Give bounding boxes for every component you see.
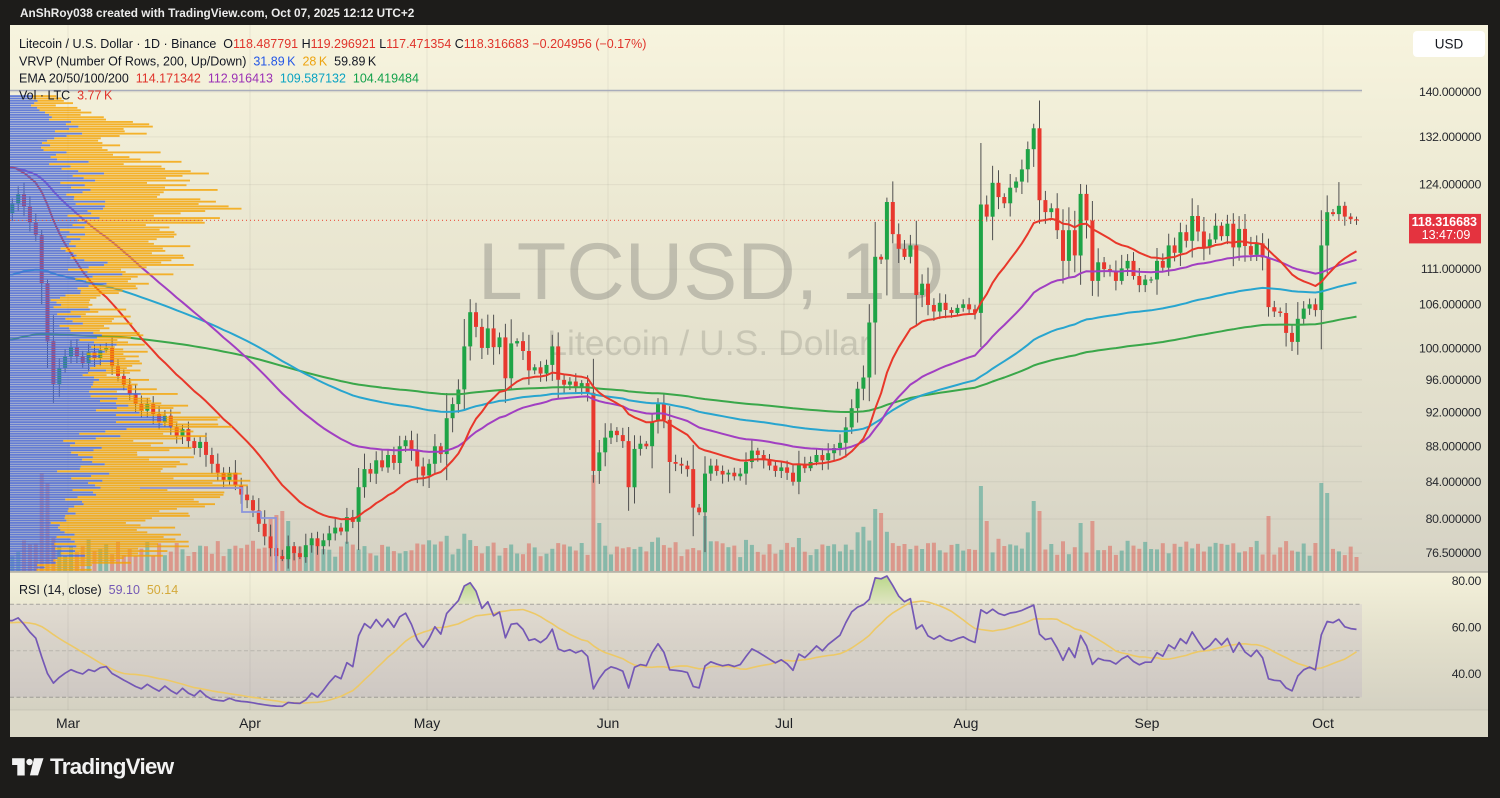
svg-text:92.000000: 92.000000 [1426,405,1482,419]
svg-text:Apr: Apr [239,715,261,731]
svg-text:76.500000: 76.500000 [1426,546,1482,560]
svg-text:140.000000: 140.000000 [1419,85,1481,99]
svg-text:96.000000: 96.000000 [1426,373,1482,387]
svg-text:Litecoin / U.S. Dollar · 1D ·: Litecoin / U.S. Dollar · 1D · Binance O1… [19,37,646,51]
svg-text:USD: USD [1435,37,1464,52]
svg-text:AnShRoy038 created with Tradin: AnShRoy038 created with TradingView.com,… [20,6,415,20]
svg-text:118.316683: 118.316683 [1412,215,1477,229]
svg-text:100.000000: 100.000000 [1419,342,1481,356]
svg-text:EMA 20/50/100/200 114.171342: EMA 20/50/100/200 114.171342 112.916413 … [19,72,419,86]
svg-text:VRVP (Number Of Rows, 200, Up/: VRVP (Number Of Rows, 200, Up/Down) 31.8… [19,55,377,69]
svg-text:124.000000: 124.000000 [1419,178,1481,192]
svg-text:RSI (14, close) 59.10 50.14: RSI (14, close) 59.10 50.14 [19,583,178,597]
svg-text:TradingView: TradingView [50,754,175,779]
svg-text:40.00: 40.00 [1452,667,1482,681]
svg-text:Litecoin / U.S. Dollar: Litecoin / U.S. Dollar [547,323,871,363]
svg-text:60.00: 60.00 [1452,621,1482,635]
svg-text:111.000000: 111.000000 [1421,262,1482,276]
svg-text:84.000000: 84.000000 [1426,475,1482,489]
svg-text:May: May [414,715,440,731]
svg-text:LTCUSD, 1D: LTCUSD, 1D [478,227,945,317]
svg-text:Sep: Sep [1135,715,1160,731]
svg-text:80.000000: 80.000000 [1426,512,1482,526]
svg-text:13:47:09: 13:47:09 [1422,228,1471,242]
svg-text:Aug: Aug [954,715,979,731]
svg-text:106.000000: 106.000000 [1419,297,1481,311]
svg-text:Jul: Jul [775,715,793,731]
svg-text:88.000000: 88.000000 [1426,439,1482,453]
svg-text:80.00: 80.00 [1452,574,1482,588]
svg-text:132.000000: 132.000000 [1419,130,1481,144]
svg-text:Vol · LTC 3.77 K: Vol · LTC 3.77 K [19,89,113,103]
svg-text:Mar: Mar [56,715,80,731]
svg-text:Jun: Jun [597,715,620,731]
svg-text:Oct: Oct [1312,715,1334,731]
